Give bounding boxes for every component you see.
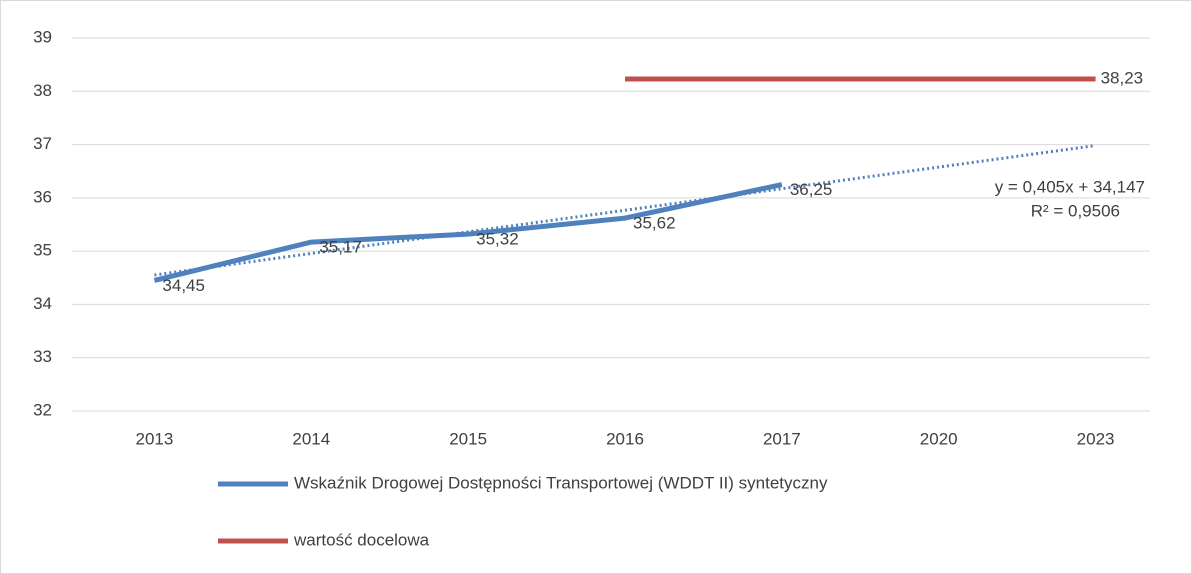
y-tick-label: 33 xyxy=(33,347,52,366)
y-tick-label: 36 xyxy=(33,187,52,206)
legend-label: wartość docelowa xyxy=(293,530,430,549)
x-tick-label: 2015 xyxy=(449,429,487,448)
x-tick-label: 2017 xyxy=(763,429,801,448)
data-label: 36,25 xyxy=(790,180,833,199)
trendline-equation: y = 0,405x + 34,147 xyxy=(995,177,1145,196)
x-tick-label: 2013 xyxy=(136,429,174,448)
x-tick-label: 2023 xyxy=(1077,429,1115,448)
trendline-r2: R² = 0,9506 xyxy=(1031,201,1120,220)
data-label: 34,45 xyxy=(162,276,205,295)
y-tick-label: 35 xyxy=(33,241,52,260)
y-tick-label: 32 xyxy=(33,400,52,419)
y-tick-label: 39 xyxy=(33,27,52,46)
data-label: 35,62 xyxy=(633,214,676,233)
x-tick-label: 2016 xyxy=(606,429,644,448)
x-tick-label: 2020 xyxy=(920,429,958,448)
y-tick-label: 37 xyxy=(33,134,52,153)
trendline xyxy=(154,144,1096,277)
x-tick-label: 2014 xyxy=(292,429,330,448)
data-label: 35,17 xyxy=(319,238,362,257)
y-tick-label: 38 xyxy=(33,81,52,100)
series-line xyxy=(153,182,783,283)
data-label: 35,32 xyxy=(476,230,519,249)
y-tick-label: 34 xyxy=(33,294,52,313)
data-label: 38,23 xyxy=(1101,69,1144,88)
legend-label: Wskaźnik Drogowej Dostępności Transporto… xyxy=(294,473,828,492)
